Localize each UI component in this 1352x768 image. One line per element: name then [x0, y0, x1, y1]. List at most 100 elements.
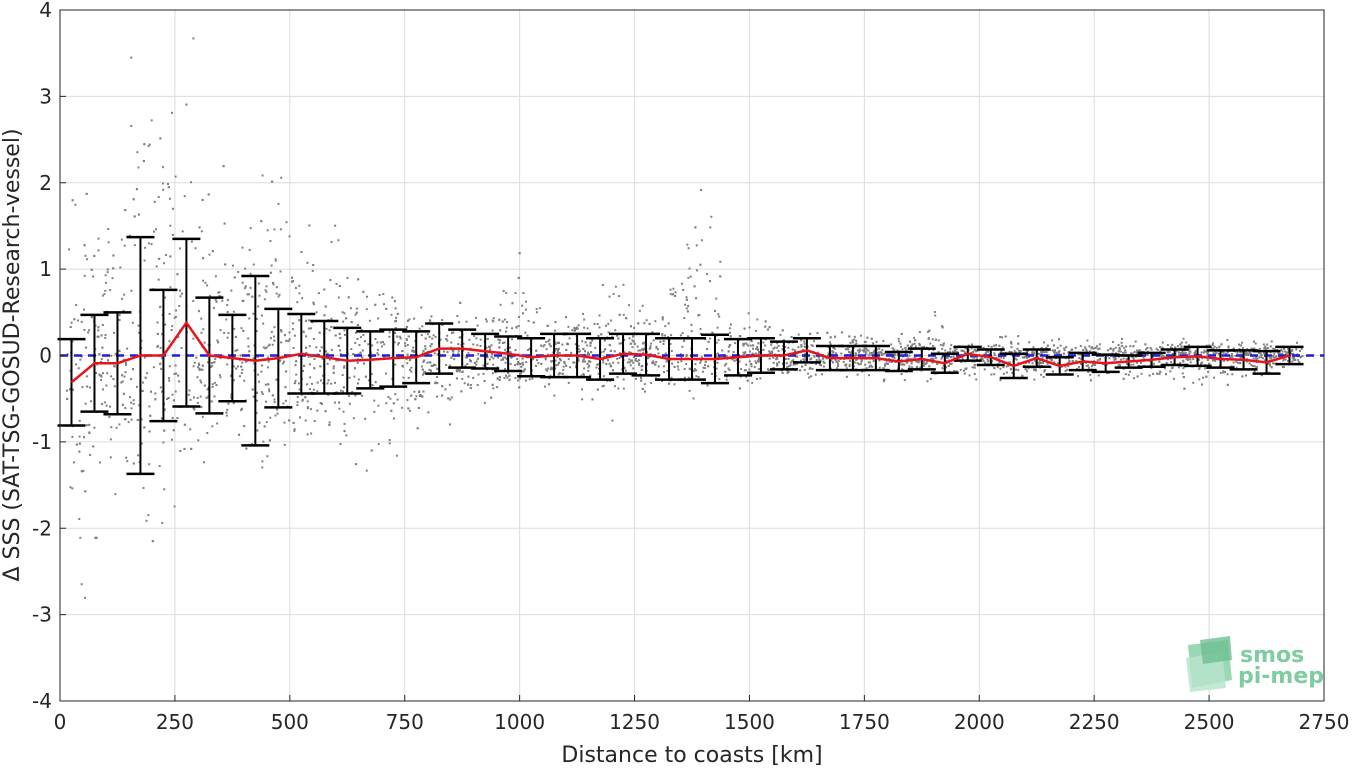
scatter-point	[502, 341, 505, 344]
scatter-point	[986, 350, 989, 353]
scatter-point	[855, 354, 858, 357]
scatter-point	[1133, 350, 1136, 353]
scatter-point	[311, 269, 314, 272]
scatter-point	[928, 329, 931, 332]
scatter-point	[273, 339, 276, 342]
scatter-point	[306, 406, 309, 409]
scatter-point	[164, 253, 167, 256]
scatter-point	[711, 331, 714, 334]
scatter-point	[549, 374, 552, 377]
scatter-point	[1182, 337, 1185, 340]
scatter-point	[1203, 349, 1206, 352]
scatter-point	[1014, 357, 1017, 360]
scatter-point	[243, 425, 246, 428]
scatter-point	[439, 338, 442, 341]
scatter-point	[262, 322, 265, 325]
scatter-point	[78, 442, 81, 445]
scatter-point	[161, 333, 164, 336]
scatter-point	[754, 360, 757, 363]
scatter-point	[209, 294, 212, 297]
scatter-point	[1180, 345, 1183, 348]
scatter-point	[694, 226, 697, 229]
scatter-point	[1112, 356, 1115, 359]
x-tick-label: 2000	[954, 710, 1005, 734]
scatter-point	[263, 425, 266, 428]
scatter-point	[663, 334, 666, 337]
scatter-point	[1227, 346, 1230, 349]
scatter-point	[432, 334, 435, 337]
scatter-point	[275, 378, 278, 381]
scatter-point	[1058, 350, 1061, 353]
scatter-point	[90, 316, 93, 319]
scatter-point	[168, 340, 171, 343]
scatter-point	[707, 340, 710, 343]
scatter-point	[164, 323, 167, 326]
scatter-point	[270, 264, 273, 267]
scatter-point	[857, 363, 860, 366]
scatter-point	[740, 368, 743, 371]
scatter-point	[657, 352, 660, 355]
scatter-point	[156, 344, 159, 347]
scatter-point	[851, 339, 854, 342]
scatter-point	[903, 379, 906, 382]
scatter-point	[667, 322, 670, 325]
scatter-point	[588, 353, 591, 356]
scatter-point	[169, 224, 172, 227]
scatter-point	[409, 368, 412, 371]
scatter-point	[321, 357, 324, 360]
scatter-point	[540, 362, 543, 365]
scatter-point	[906, 344, 909, 347]
scatter-point	[835, 361, 838, 364]
scatter-point	[836, 364, 839, 367]
scatter-point	[686, 243, 689, 246]
scatter-point	[586, 327, 589, 330]
scatter-point	[274, 414, 277, 417]
scatter-point	[177, 374, 180, 377]
scatter-point	[715, 297, 718, 300]
scatter-point	[120, 238, 123, 241]
scatter-point	[159, 386, 162, 389]
scatter-point	[1284, 350, 1287, 353]
scatter-point	[797, 333, 800, 336]
scatter-point	[97, 326, 100, 329]
scatter-point	[633, 342, 636, 345]
scatter-point	[683, 367, 686, 370]
scatter-point	[1002, 366, 1005, 369]
scatter-point	[871, 365, 874, 368]
scatter-point	[328, 358, 331, 361]
scatter-point	[353, 367, 356, 370]
scatter-point	[501, 320, 504, 323]
scatter-point	[280, 330, 283, 333]
scatter-point	[498, 346, 501, 349]
scatter-point	[225, 318, 228, 321]
scatter-point	[982, 346, 985, 349]
scatter-point	[152, 366, 155, 369]
scatter-point	[1226, 383, 1229, 386]
scatter-point	[457, 369, 460, 372]
scatter-point	[130, 289, 133, 292]
scatter-point	[687, 304, 690, 307]
scatter-point	[205, 396, 208, 399]
scatter-point	[971, 366, 974, 369]
scatter-point	[825, 357, 828, 360]
scatter-point	[861, 349, 864, 352]
scatter-point	[641, 387, 644, 390]
scatter-point	[1241, 347, 1244, 350]
scatter-point	[452, 349, 455, 352]
scatter-point	[674, 294, 677, 297]
scatter-point	[436, 353, 439, 356]
scatter-point	[589, 341, 592, 344]
scatter-point	[1227, 345, 1230, 348]
scatter-point	[642, 349, 645, 352]
scatter-point	[814, 373, 817, 376]
scatter-point	[468, 338, 471, 341]
scatter-point	[784, 357, 787, 360]
scatter-point	[745, 363, 748, 366]
scatter-point	[1229, 355, 1232, 358]
scatter-point	[198, 363, 201, 366]
scatter-point	[576, 327, 579, 330]
scatter-point	[118, 314, 121, 317]
scatter-point	[430, 364, 433, 367]
scatter-point	[102, 388, 105, 391]
scatter-point	[613, 350, 616, 353]
